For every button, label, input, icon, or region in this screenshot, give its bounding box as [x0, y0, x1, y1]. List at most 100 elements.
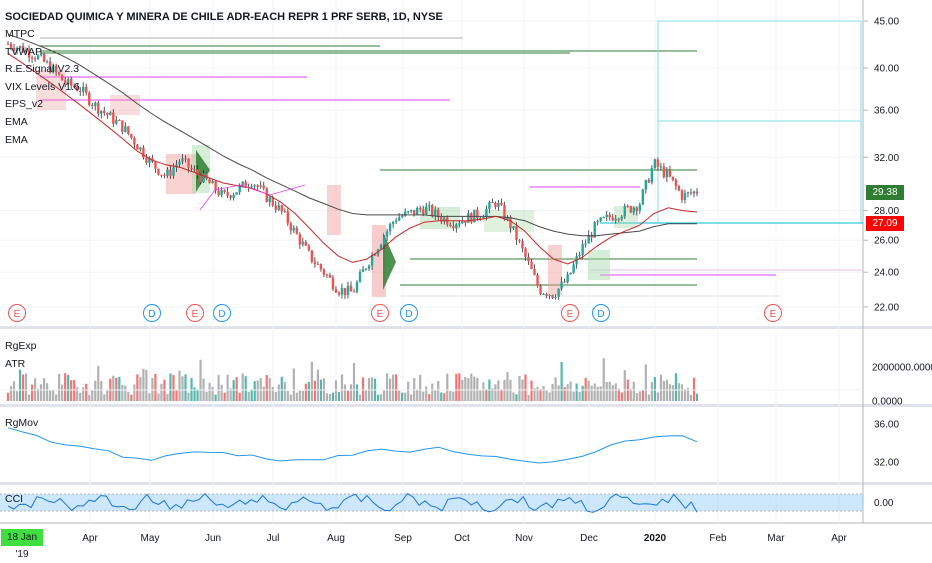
- candle: [385, 231, 389, 237]
- candle: [220, 190, 223, 196]
- candle: [382, 236, 386, 246]
- candle: [539, 285, 542, 294]
- candle: [223, 190, 226, 193]
- indicator-label-vix-levels[interactable]: VIX Levels V1.6: [5, 81, 80, 93]
- candle: [488, 202, 491, 209]
- price-candles[interactable]: [6, 41, 699, 300]
- candle: [602, 217, 605, 219]
- candle: [626, 206, 629, 208]
- candle: [524, 248, 527, 257]
- candle: [491, 202, 494, 204]
- candle: [536, 274, 539, 286]
- candle: [69, 78, 73, 86]
- pane-label-rgexp[interactable]: RgExp: [5, 340, 37, 352]
- candle: [121, 120, 124, 132]
- candle: [57, 72, 61, 75]
- indicator-label-ema-1[interactable]: EMA: [5, 116, 28, 128]
- candle: [509, 216, 512, 229]
- candle: [542, 293, 545, 295]
- candle: [319, 264, 323, 270]
- candle: [644, 179, 648, 190]
- candle: [674, 179, 678, 187]
- candle: [109, 112, 112, 116]
- candle: [551, 294, 554, 299]
- earnings-marker[interactable]: E: [371, 304, 389, 322]
- candle: [521, 241, 524, 249]
- candle: [51, 65, 55, 73]
- candle: [217, 190, 220, 196]
- earnings-marker[interactable]: E: [764, 304, 782, 322]
- candle: [24, 49, 28, 53]
- candle: [72, 85, 76, 88]
- candle: [289, 223, 293, 231]
- svg-text:E: E: [567, 309, 574, 320]
- ema-price-tag: 27.09: [866, 216, 904, 231]
- price-axis-tick: 40.00: [874, 64, 899, 75]
- candle: [397, 217, 401, 221]
- candle: [91, 104, 94, 106]
- candle: [409, 209, 413, 212]
- earnings-marker[interactable]: E: [8, 304, 26, 322]
- candle: [620, 216, 623, 220]
- candle: [271, 197, 274, 206]
- dividend-marker[interactable]: D: [143, 304, 161, 322]
- candle: [659, 166, 663, 168]
- candle: [12, 47, 16, 51]
- candle: [154, 161, 157, 169]
- candle: [142, 147, 145, 158]
- candle: [172, 167, 175, 176]
- pane-label-atr[interactable]: ATR: [5, 358, 26, 370]
- candle: [403, 211, 407, 216]
- pane-label-cci[interactable]: CCI: [5, 493, 24, 505]
- candle: [265, 188, 268, 202]
- volume-axis-tick: 0.0000: [872, 397, 903, 408]
- indicator-label-mtpc[interactable]: MTPC: [5, 28, 35, 40]
- candle: [9, 43, 13, 48]
- candle: [148, 157, 151, 163]
- candle: [485, 208, 488, 218]
- candle: [482, 217, 485, 219]
- candle: [262, 185, 265, 189]
- last-price-tag: 29.38: [866, 185, 904, 200]
- candle: [6, 43, 10, 45]
- candle: [325, 274, 329, 276]
- dividend-marker[interactable]: D: [592, 304, 610, 322]
- candle: [130, 133, 133, 138]
- time-axis-label: Jun: [205, 533, 221, 544]
- candle: [232, 194, 235, 199]
- chart-canvas[interactable]: E D E D E D E D E 45.00 40.00 36.00 32.00 28.00 26.00…: [0, 0, 932, 550]
- indicator-label-ema-2[interactable]: EMA: [5, 134, 28, 146]
- dividend-marker[interactable]: D: [213, 304, 231, 322]
- price-axis-tick: 32.00: [874, 153, 899, 164]
- indicator-label-resignal[interactable]: R.E.Signal V2.3: [5, 63, 80, 75]
- candle: [160, 174, 163, 176]
- earnings-marker[interactable]: E: [561, 304, 579, 322]
- candle: [244, 181, 247, 188]
- candle: [503, 205, 506, 220]
- svg-text:D: D: [148, 309, 155, 320]
- candle: [569, 272, 572, 275]
- candle: [39, 54, 43, 56]
- candle: [145, 157, 148, 163]
- ema-slow-line: [7, 34, 698, 237]
- candle: [695, 191, 699, 194]
- candle: [578, 254, 581, 257]
- candle: [295, 227, 299, 235]
- candle: [590, 235, 593, 238]
- volume-axis-tick: 2000000.0000: [872, 363, 932, 374]
- candle: [133, 137, 136, 145]
- svg-text:E: E: [14, 309, 21, 320]
- indicator-label-tvwap[interactable]: TVWAP: [5, 46, 42, 58]
- indicator-label-eps[interactable]: EPS_v2: [5, 98, 43, 110]
- candle: [337, 292, 341, 295]
- candle: [361, 269, 365, 273]
- candle: [97, 102, 100, 114]
- earnings-marker[interactable]: E: [186, 304, 204, 322]
- pane-label-rgmov[interactable]: RgMov: [5, 417, 39, 429]
- candle: [331, 277, 335, 290]
- time-axis-label: Oct: [454, 533, 470, 544]
- candle: [418, 207, 422, 210]
- dividend-marker[interactable]: D: [400, 304, 418, 322]
- candle: [256, 185, 259, 187]
